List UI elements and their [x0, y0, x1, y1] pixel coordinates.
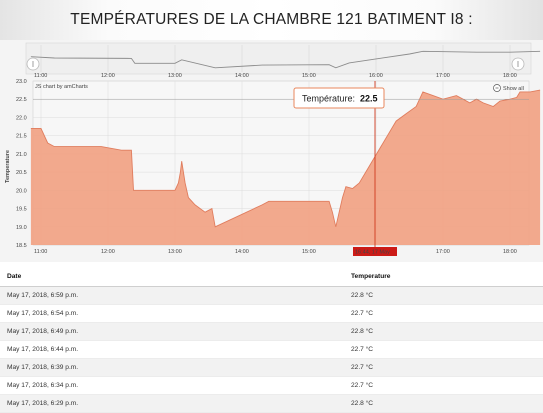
y-tick-label: 20.5 [16, 170, 27, 176]
y-tick-label: 22.0 [16, 115, 27, 121]
table-row: May 17, 2018, 6:49 p.m. 22.8 °C [0, 323, 543, 341]
x-tick-label: 12:00 [101, 249, 115, 255]
y-tick-label: 22.5 [16, 97, 27, 103]
temperature-table: Date Temperature May 17, 2018, 6:59 p.m.… [0, 266, 543, 413]
cell-date: May 17, 2018, 6:34 p.m. [7, 382, 79, 389]
x-tick-label: 18:00 [503, 249, 517, 255]
y-tick-label: 21.5 [16, 134, 27, 140]
tooltip-box [293, 87, 385, 109]
header-temperature: Temperature [351, 272, 391, 280]
scrollbar-tick-label: 16:00 [369, 73, 383, 79]
tooltip-label: Température: [302, 94, 355, 104]
temperature-chart: 11:00 12:00 13:00 14:00 15:00 16:00 17:00 18:00… [5, 42, 541, 256]
table-row: May 17, 2018, 6:44 p.m. 22.7 °C [0, 341, 543, 359]
temperature-line [30, 89, 541, 228]
cursor-label-bg [353, 247, 397, 256]
amcharts-watermark: JS chart by amCharts [35, 84, 88, 90]
y-axis-title: Temperature [5, 150, 11, 183]
x-tick-label: 14:00 [235, 249, 249, 255]
y-tick-label: 21.0 [16, 152, 27, 158]
x-tick-label: 11:00 [34, 249, 47, 255]
cell-temperature: 22.7 °C [351, 310, 374, 317]
cell-temperature: 22.8 °C [351, 292, 374, 299]
table-row: May 17, 2018, 6:59 p.m. 22.8 °C [0, 287, 543, 305]
y-tick-label: 18.5 [16, 243, 27, 249]
tooltip-value: 22.5 [360, 94, 378, 104]
header-date: Date [7, 272, 22, 280]
cell-temperature: 22.7 °C [351, 364, 374, 371]
scrollbar-tick-label: 15:00 [302, 73, 316, 79]
x-tick-label: 13:00 [168, 249, 182, 255]
cell-temperature: 22.8 °C [351, 328, 374, 335]
cell-date: May 17, 2018, 6:39 p.m. [7, 364, 79, 371]
cursor-label: 16:44, 17 May [355, 250, 390, 256]
y-tick-label: 23.0 [16, 79, 27, 85]
table-row: May 17, 2018, 6:34 p.m. 22.7 °C [0, 377, 543, 395]
show-all-button: Show all [503, 86, 524, 92]
y-tick-label: 19.0 [16, 225, 27, 231]
page-title: TEMPÉRATURES DE LA CHAMBRE 121 BATIMENT … [70, 11, 473, 28]
scrollbar-tick-label: 14:00 [235, 73, 249, 79]
table-row: May 17, 2018, 6:54 p.m. 22.7 °C [0, 305, 543, 323]
temperature-area [30, 90, 541, 245]
cell-date: May 17, 2018, 6:49 p.m. [7, 328, 79, 335]
cell-temperature: 22.7 °C [351, 346, 374, 353]
table-header-row: Date Temperature [0, 266, 543, 287]
cell-date: May 17, 2018, 6:54 p.m. [7, 310, 79, 317]
cell-temperature: 22.7 °C [351, 382, 374, 389]
table-row: May 17, 2018, 6:39 p.m. 22.7 °C [0, 359, 543, 377]
scrollbar-tick-label: 12:00 [101, 73, 115, 79]
title-band [0, 0, 543, 40]
scrollbar-tick-label: 18:00 [503, 73, 517, 79]
x-tick-label: 15:00 [302, 249, 316, 255]
x-tick-label: 17:00 [436, 249, 450, 255]
chart-area: 11:00 12:00 13:00 14:00 15:00 16:00 17:00 18:00… [0, 40, 543, 262]
scrollbar-tick-label: 11:00 [34, 73, 47, 79]
cell-date: May 17, 2018, 6:59 p.m. [7, 292, 79, 299]
cell-date: May 17, 2018, 6:29 p.m. [7, 400, 79, 407]
table-row: May 17, 2018, 6:29 p.m. 22.8 °C [0, 395, 543, 413]
cell-date: May 17, 2018, 6:44 p.m. [7, 346, 79, 353]
overview-line [30, 50, 541, 69]
y-tick-label: 19.5 [16, 207, 27, 213]
scrollbar-tick-label: 13:00 [168, 73, 182, 79]
cell-temperature: 22.8 °C [351, 400, 374, 407]
scrollbar-tick-label: 17:00 [436, 73, 450, 79]
y-tick-label: 20.0 [16, 188, 27, 194]
